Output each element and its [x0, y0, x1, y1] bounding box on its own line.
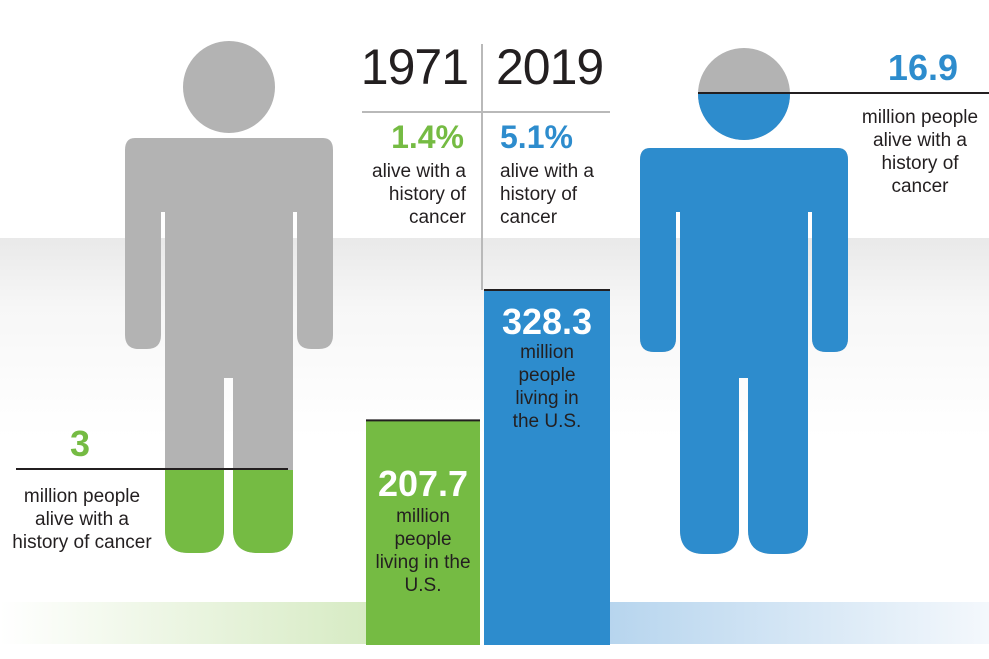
bar-value-label-2019: 328.3 [501, 301, 593, 342]
survivors-rule-2019 [698, 92, 989, 94]
bar-value-label-1971: 207.7 [377, 463, 469, 504]
survivors-rule-1971 [16, 468, 288, 470]
survivors-caption-2019: million people alive with a history of c… [861, 107, 979, 197]
survivors-caption-1971: million people alive with a history of c… [12, 486, 152, 553]
floor-gradient-right [610, 602, 989, 644]
bar-2019 [484, 290, 610, 645]
year-label-2019: 2019 [496, 39, 604, 95]
survivors-value-2019: 16.9 [887, 47, 958, 88]
bar-1971 [366, 420, 480, 645]
bar-caption-2019: million people living in the U.S. [512, 342, 582, 432]
share-label-2019: 5.1% [500, 119, 573, 155]
survivors-value-1971: 3 [69, 423, 91, 464]
share-caption-2019: alive with a history of cancer [500, 161, 594, 228]
year-divider-line [481, 44, 483, 290]
year-label-1971: 1971 [360, 39, 469, 95]
share-label-1971: 1.4% [391, 119, 464, 155]
floor-gradient-left [0, 602, 366, 644]
bar-caption-1971: million people living in the U.S. [375, 506, 471, 596]
year-underline [362, 111, 610, 113]
share-caption-1971: alive with a history of cancer [372, 161, 466, 228]
